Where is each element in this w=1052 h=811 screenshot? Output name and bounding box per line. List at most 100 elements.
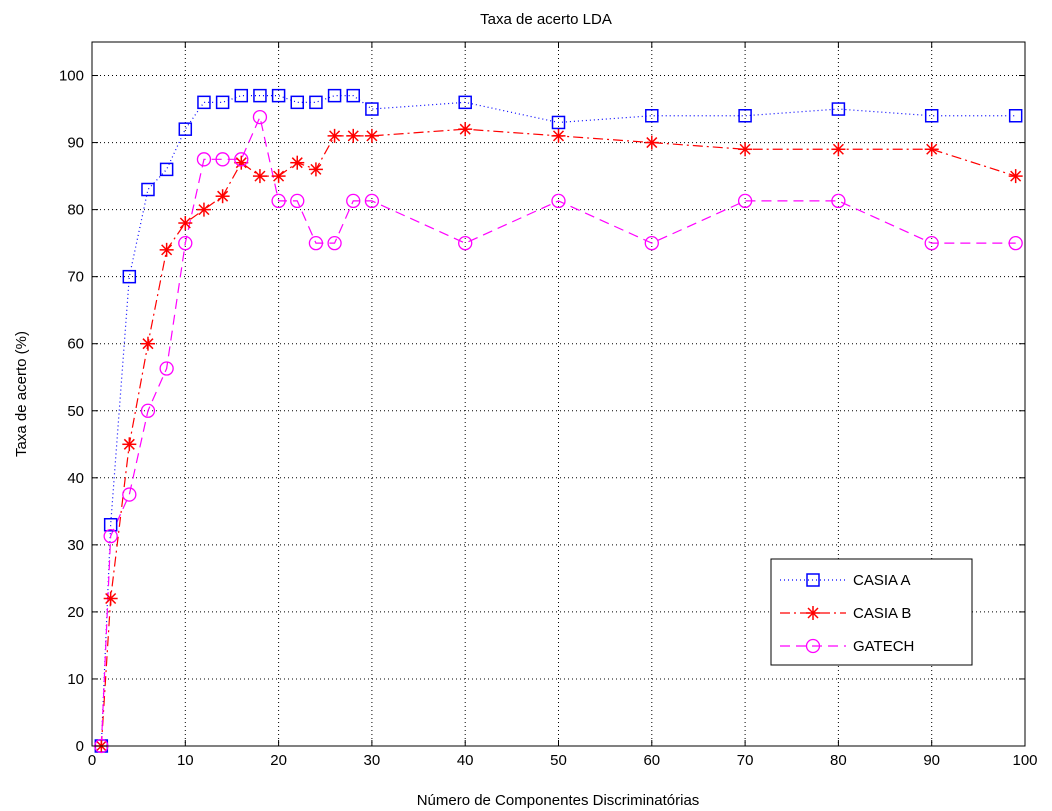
data-point-gatech	[327, 235, 342, 251]
data-point-casia-a	[253, 88, 267, 103]
legend-label-casia-b: CASIA B	[853, 605, 911, 622]
y-tick-label: 90	[67, 135, 84, 152]
data-point-casia-b	[551, 128, 566, 143]
x-tick-label: 80	[830, 752, 847, 769]
data-point-casia-b	[308, 162, 323, 177]
data-point-casia-b	[103, 591, 118, 606]
data-point-casia-b	[346, 128, 361, 143]
x-tick-label: 40	[457, 752, 474, 769]
y-tick-label: 40	[67, 470, 84, 487]
data-point-gatech	[271, 193, 286, 209]
legend-marker-casia-b	[806, 606, 820, 620]
data-point-gatech	[924, 235, 939, 251]
series-line-gatech	[100, 115, 1016, 747]
data-point-gatech	[831, 193, 846, 209]
tick-labels: 0 10 20 30 40 50 60 70 80 90 100 0 10 20 30 40 50 60 70 80 9…	[59, 68, 1038, 769]
data-point-casia-a	[645, 109, 659, 123]
data-point-casia-a	[551, 115, 566, 130]
data-point-gatech	[308, 235, 324, 251]
data-point-casia-b	[327, 128, 342, 143]
x-tick-label: 20	[270, 752, 287, 769]
y-tick-label: 30	[67, 537, 84, 554]
data-point-casia-b	[1008, 169, 1023, 184]
data-point-casia-b	[215, 189, 230, 204]
legend-marker-gatech	[805, 638, 821, 654]
plot-area-frame	[91, 41, 1026, 747]
x-tick-label: 0	[88, 752, 96, 769]
data-point-casia-a	[103, 517, 118, 532]
data-point-casia-b	[234, 155, 249, 170]
data-point-casia-a	[831, 102, 846, 116]
x-tick-label: 60	[643, 752, 660, 769]
data-point-casia-a	[197, 95, 211, 110]
data-point-casia-a	[458, 95, 472, 110]
data-point-casia-a	[924, 109, 939, 123]
x-tick-label: 10	[177, 752, 194, 769]
data-point-casia-b	[738, 142, 753, 157]
data-point-gatech	[252, 109, 268, 125]
data-point-gatech	[346, 193, 361, 209]
x-tick-label: 70	[737, 752, 754, 769]
data-point-gatech	[178, 235, 193, 251]
data-point-casia-a	[309, 95, 323, 110]
data-point-casia-b	[140, 336, 155, 351]
series-markers	[94, 88, 1023, 754]
data-point-casia-a	[290, 95, 305, 110]
data-point-casia-a	[141, 182, 155, 197]
y-tick-label: 0	[76, 738, 84, 755]
y-tick-label: 70	[67, 269, 84, 286]
x-tick-label: 100	[1012, 752, 1037, 769]
data-point-casia-a	[346, 88, 360, 103]
data-point-gatech	[1008, 235, 1023, 251]
data-point-casia-b	[364, 128, 379, 143]
data-point-casia-b	[831, 142, 846, 157]
data-point-casia-a	[159, 162, 174, 177]
x-tick-label: 90	[923, 752, 940, 769]
data-point-casia-a	[122, 269, 137, 284]
data-point-casia-a	[1008, 109, 1023, 123]
x-axis-label: Número de Componentes Discriminatórias	[417, 792, 700, 809]
y-tick-label: 10	[67, 671, 84, 688]
data-point-casia-b	[252, 169, 267, 184]
y-tick-label: 80	[67, 202, 84, 219]
data-point-casia-b	[122, 437, 137, 452]
data-point-casia-a	[178, 122, 193, 136]
data-point-casia-b	[924, 142, 939, 157]
legend-label-casia-a: CASIA A	[853, 572, 911, 589]
y-tick-label: 20	[67, 604, 84, 621]
legend-label-gatech: GATECH	[853, 638, 914, 655]
chart-title: Taxa de acerto LDA	[480, 11, 612, 28]
legend-marker-casia-a	[806, 573, 820, 587]
data-point-casia-a	[271, 88, 286, 103]
legend-box	[770, 558, 973, 666]
data-point-casia-b	[178, 216, 193, 231]
data-point-gatech	[234, 152, 249, 167]
x-tick-label: 50	[550, 752, 567, 769]
data-point-gatech	[458, 235, 473, 251]
data-point-gatech	[364, 193, 380, 209]
data-point-casia-a	[215, 95, 230, 110]
y-tick-label: 100	[59, 68, 84, 85]
data-point-gatech	[159, 361, 174, 376]
x-tick-label: 30	[364, 752, 381, 769]
data-point-gatech	[737, 193, 753, 209]
data-point-gatech	[644, 235, 659, 251]
data-point-casia-b	[290, 155, 305, 170]
data-point-gatech	[551, 193, 566, 209]
data-point-gatech	[215, 152, 230, 167]
data-point-gatech	[196, 152, 212, 167]
data-point-gatech	[140, 403, 156, 418]
data-point-casia-a	[327, 88, 342, 103]
data-point-casia-b	[644, 135, 659, 150]
data-point-casia-a	[234, 88, 249, 103]
data-point-gatech	[290, 193, 305, 209]
data-point-casia-b	[196, 202, 211, 217]
y-axis-label: Taxa de acerto (%)	[13, 331, 30, 457]
legend: CASIA A CASIA B GATECH	[770, 558, 973, 666]
grid	[92, 42, 1025, 747]
data-point-casia-b	[458, 122, 473, 137]
data-point-gatech	[103, 528, 118, 544]
data-point-casia-b	[271, 169, 286, 184]
data-point-casia-a	[365, 102, 379, 116]
data-point-casia-a	[738, 109, 752, 123]
